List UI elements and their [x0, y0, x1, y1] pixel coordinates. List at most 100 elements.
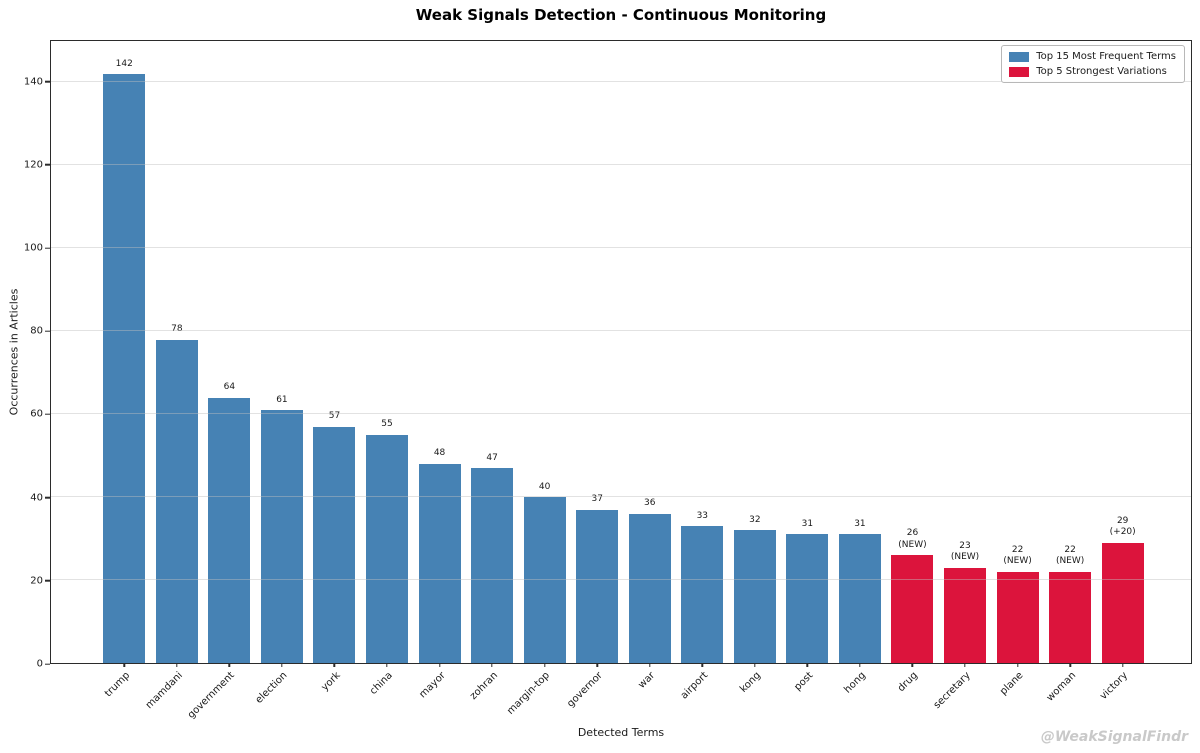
x-axis-label: Detected Terms	[577, 726, 665, 739]
bar-value-label: 29 (+20)	[1109, 515, 1136, 538]
x-tick-label-airport: airport	[678, 670, 711, 702]
bar-slot: 31 post	[781, 41, 834, 693]
bar-slot: 64 government	[186, 41, 256, 721]
x-tick-mark	[176, 663, 178, 667]
bar-slot: 78 mamdani	[143, 41, 204, 711]
bar-airport	[681, 526, 724, 663]
y-tick-mark	[45, 413, 50, 416]
y-tick-label: 120	[23, 159, 43, 171]
bar-slot: 29 (+20) victory	[1096, 41, 1149, 702]
bar-slot: 26 (NEW) drug	[886, 41, 939, 694]
bar-governor	[576, 509, 619, 663]
x-tick-mark	[859, 663, 861, 667]
x-tick-label-drug: drug	[896, 670, 921, 695]
bar-slot: 22 (NEW) woman	[1044, 41, 1097, 704]
y-tick-mark	[45, 580, 50, 582]
bar-election	[260, 410, 303, 663]
legend-item-frequent: Top 15 Most Frequent Terms	[1009, 51, 1176, 62]
bar-kong	[733, 530, 776, 663]
legend-swatch-variation	[1009, 66, 1030, 77]
x-tick-label-government: government	[186, 670, 238, 721]
bar-war	[628, 513, 671, 663]
x-tick-label-victory: victory	[1098, 670, 1131, 703]
bar-value-label: 31	[801, 518, 814, 529]
bar-value-label: 57	[328, 411, 341, 422]
x-tick-mark	[911, 663, 914, 667]
x-tick-mark	[333, 663, 336, 667]
legend-swatch-frequent	[1009, 51, 1030, 62]
x-tick-mark	[1069, 663, 1071, 667]
bar-post	[786, 534, 829, 663]
bar-plane	[996, 571, 1039, 663]
bar-slot: 31 hong	[834, 41, 887, 696]
bar-value-label: 22 (NEW)	[1055, 544, 1085, 567]
x-tick-mark	[964, 663, 966, 667]
bar-woman	[1049, 571, 1092, 663]
bar-zohran	[471, 468, 514, 663]
bar-mamdani	[155, 339, 198, 663]
bar-drug	[891, 555, 934, 663]
bar-value-label: 47	[486, 452, 498, 463]
y-axis-label: Occurrences in Articles	[7, 288, 21, 416]
x-tick-mark	[543, 663, 546, 667]
bar-slot: 23 (NEW) secretary	[932, 41, 992, 711]
bar-slot: 61 election	[254, 41, 309, 706]
x-tick-label-post: post	[792, 670, 816, 694]
legend-item-variation: Top 5 Strongest Variations	[1009, 66, 1176, 77]
bar-york	[313, 426, 356, 663]
bar-value-label: 26 (NEW)	[898, 528, 927, 550]
bar-slot: 22 (NEW) plane	[991, 41, 1044, 697]
x-tick-mark	[1121, 663, 1124, 667]
bar-value-label: 36	[644, 498, 656, 509]
x-tick-label-war: war	[636, 670, 658, 691]
y-tick-label: 80	[30, 325, 43, 337]
bar-value-label: 23 (NEW)	[950, 540, 980, 563]
x-tick-label-china: china	[367, 670, 395, 697]
x-tick-mark	[491, 663, 493, 667]
bar-slot: 37 governor	[565, 41, 624, 710]
x-tick-mark	[649, 663, 651, 667]
y-tick-label: 100	[23, 242, 43, 254]
x-tick-mark	[123, 663, 125, 667]
bar-value-label: 48	[433, 448, 446, 459]
bar-mayor	[418, 463, 461, 663]
watermark: @WeakSignalFindr	[1040, 729, 1188, 745]
plot-area: 142 trump 78 mamdani 64 government 61 election 5…	[50, 40, 1192, 721]
bar-secretary	[944, 567, 987, 663]
x-tick-mark	[806, 663, 809, 667]
bar-value-label: 31	[854, 518, 866, 529]
y-tick-mark	[45, 496, 50, 499]
y-tick-label: 0	[36, 658, 43, 670]
x-tick-label-margin-top: margin-top	[505, 670, 553, 717]
y-axis-tick-marks	[44, 40, 50, 665]
bar-margin-top	[523, 497, 566, 663]
bar-government	[208, 397, 251, 663]
legend: Top 15 Most Frequent Terms Top 5 Stronges…	[1001, 45, 1185, 83]
x-tick-label-york: york	[318, 670, 343, 694]
x-tick-label-trump: trump	[102, 670, 133, 700]
y-tick-label: 40	[30, 492, 43, 504]
x-tick-label-zohran: zohran	[467, 670, 500, 703]
bar-slot: 32 kong	[729, 41, 782, 695]
y-tick-label: 60	[30, 408, 43, 420]
bar-victory	[1101, 542, 1144, 663]
bar-value-label: 78	[171, 324, 183, 335]
x-tick-mark	[281, 663, 283, 667]
legend-label: Top 15 Most Frequent Terms	[1036, 51, 1176, 62]
x-tick-label-mamdani: mamdani	[143, 670, 185, 712]
x-tick-mark	[1016, 663, 1019, 667]
y-tick-mark	[45, 663, 50, 665]
bar-value-label: 64	[223, 382, 236, 393]
x-tick-label-secretary: secretary	[931, 670, 973, 712]
x-tick-mark	[438, 663, 441, 667]
bar-china	[365, 434, 409, 663]
x-tick-mark	[754, 663, 756, 667]
bar-trump	[103, 74, 146, 663]
x-tick-label-governor: governor	[565, 670, 605, 710]
bars-container: 142 trump 78 mamdani 64 government 61 election 5…	[51, 41, 1191, 721]
y-tick-mark	[45, 164, 50, 166]
x-tick-label-election: election	[253, 670, 290, 706]
y-tick-mark	[45, 80, 50, 83]
bar-slot: 40 margin-top	[506, 41, 571, 717]
